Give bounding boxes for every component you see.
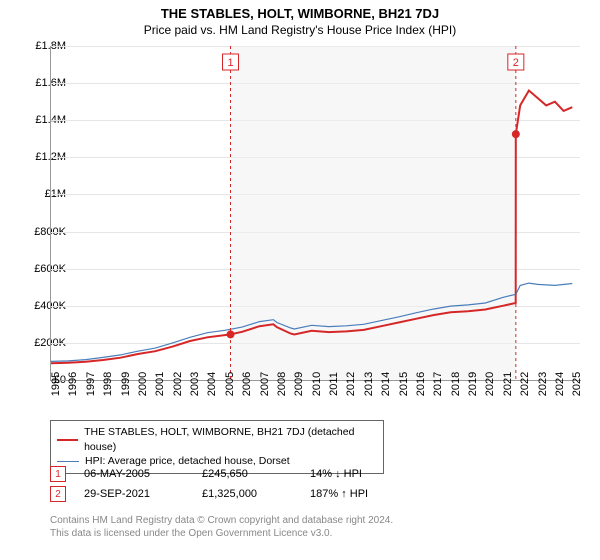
marker-2-icon: 2 (50, 486, 66, 502)
annotation-2-date: 29-SEP-2021 (84, 488, 184, 500)
legend-label-subject: THE STABLES, HOLT, WIMBORNE, BH21 7DJ (d… (84, 425, 377, 454)
xtick-label: 2014 (380, 372, 392, 396)
xtick-label: 1995 (50, 372, 62, 396)
xtick-label: 2018 (450, 372, 462, 396)
xtick-label: 2001 (154, 372, 166, 396)
xtick-label: 2022 (519, 372, 531, 396)
xtick-label: 2015 (398, 372, 410, 396)
xtick-label: 2011 (328, 372, 340, 396)
annotation-2-pct: 187% ↑ HPI (310, 488, 390, 500)
xtick-label: 1997 (85, 372, 97, 396)
annotation-row-2: 2 29-SEP-2021 £1,325,000 187% ↑ HPI (50, 486, 390, 502)
legend-swatch-red (57, 439, 78, 441)
xtick-label: 2003 (189, 372, 201, 396)
sale-annotations: 1 06-MAY-2005 £245,650 14% ↓ HPI 2 29-SE… (50, 462, 390, 506)
xtick-label: 2010 (311, 372, 323, 396)
xtick-label: 2004 (206, 372, 218, 396)
sale-dot-2 (512, 130, 520, 138)
footer-line2: This data is licensed under the Open Gov… (50, 527, 393, 540)
legend-row-subject: THE STABLES, HOLT, WIMBORNE, BH21 7DJ (d… (57, 425, 377, 454)
xtick-label: 2008 (276, 372, 288, 396)
xtick-label: 2020 (484, 372, 496, 396)
xtick-label: 1999 (120, 372, 132, 396)
xtick-label: 2012 (345, 372, 357, 396)
sale-dot-1 (227, 330, 235, 338)
sale-num-2: 2 (513, 57, 519, 69)
xtick-label: 2016 (415, 372, 427, 396)
xtick-label: 1996 (67, 372, 79, 396)
xtick-label: 2000 (137, 372, 149, 396)
xtick-label: 2023 (537, 372, 549, 396)
xtick-label: 2019 (467, 372, 479, 396)
highlight-band (231, 46, 516, 380)
xtick-label: 2021 (502, 372, 514, 396)
annotation-2-price: £1,325,000 (202, 488, 292, 500)
xtick-label: 2006 (241, 372, 253, 396)
xtick-label: 2005 (224, 372, 236, 396)
footer-line1: Contains HM Land Registry data © Crown c… (50, 514, 393, 527)
xtick-label: 2017 (432, 372, 444, 396)
xtick-label: 2009 (293, 372, 305, 396)
chart-title: THE STABLES, HOLT, WIMBORNE, BH21 7DJ (0, 0, 600, 21)
xtick-label: 1998 (102, 372, 114, 396)
chart-subtitle: Price paid vs. HM Land Registry's House … (0, 21, 600, 41)
plot-svg: 12 (51, 46, 581, 380)
marker-1-icon: 1 (50, 466, 66, 482)
xtick-label: 2024 (554, 372, 566, 396)
sale-num-1: 1 (227, 57, 233, 69)
xtick-label: 2007 (259, 372, 271, 396)
xtick-label: 2025 (571, 372, 583, 396)
xtick-label: 2002 (172, 372, 184, 396)
xtick-label: 2013 (363, 372, 375, 396)
annotation-row-1: 1 06-MAY-2005 £245,650 14% ↓ HPI (50, 466, 390, 482)
plot-area: 12 (50, 46, 581, 381)
footer: Contains HM Land Registry data © Crown c… (50, 514, 393, 540)
annotation-1-pct: 14% ↓ HPI (310, 468, 390, 480)
annotation-1-date: 06-MAY-2005 (84, 468, 184, 480)
annotation-1-price: £245,650 (202, 468, 292, 480)
